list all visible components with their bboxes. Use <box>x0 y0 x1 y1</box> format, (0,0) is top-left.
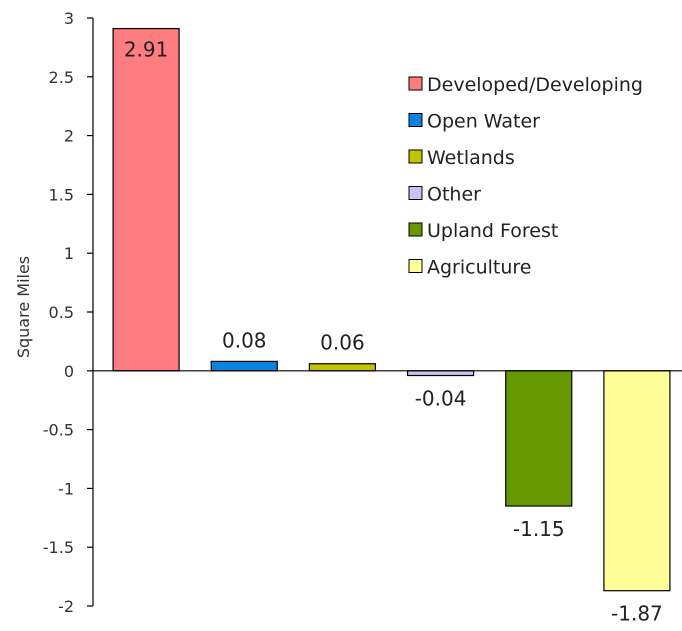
legend-swatch <box>408 149 423 164</box>
bars <box>112 27 671 592</box>
y-tick-label: 0 <box>64 362 74 381</box>
legend-swatch <box>408 76 423 91</box>
legend-entry-label: Upland Forest <box>427 220 558 242</box>
y-axis-ticks: 3 2.5 2 1.5 1 0.5 0 -0.5 -1 -1.5 -2 <box>43 9 93 616</box>
bar-value-label: 2.91 <box>124 38 169 62</box>
y-tick-label: -1 <box>58 479 74 498</box>
bar-developed-developing <box>112 27 180 372</box>
y-tick-label: -1.5 <box>43 538 74 557</box>
legend-entry-label: Developed/Developing <box>427 74 643 96</box>
bar-value-label: 0.06 <box>320 331 365 355</box>
bar-wetlands <box>308 363 377 372</box>
y-tick-label: 1.5 <box>49 185 74 204</box>
y-tick-label: 0.5 <box>49 303 74 322</box>
legend-swatch <box>408 186 423 200</box>
legend-entry-label: Wetlands <box>427 147 515 169</box>
y-tick-label: 3 <box>64 9 74 28</box>
legend-swatch <box>408 113 423 127</box>
legend-entry-label: Open Water <box>427 111 540 133</box>
legend-swatch <box>408 259 423 273</box>
bar-value-label: 0.08 <box>222 328 267 352</box>
legend-entry-label: Agriculture <box>427 257 532 279</box>
bar-upland-forest <box>505 370 573 507</box>
y-tick-label: -2 <box>58 597 74 616</box>
bar-value-labels: 2.91 0.08 0.06 -0.04 -1.15 -1.87 <box>124 38 663 626</box>
y-tick-label: -0.5 <box>43 421 74 440</box>
y-axis-label: Square Miles <box>14 256 33 358</box>
legend: Developed/Developing Open Water Wetlands Ot… <box>408 74 643 279</box>
legend-swatch <box>408 222 423 237</box>
y-tick-label: 2.5 <box>49 68 74 87</box>
bar-value-label: -1.15 <box>513 517 565 541</box>
bar-open-water <box>210 360 278 372</box>
legend-entry-label: Other <box>427 184 481 206</box>
bar-value-label: -0.04 <box>415 387 467 411</box>
y-tick-label: 2 <box>64 127 74 146</box>
bar-other <box>406 370 475 377</box>
y-tick-label: 1 <box>64 244 74 263</box>
bar-agriculture <box>603 370 671 592</box>
bar-value-label: -1.87 <box>611 602 663 626</box>
